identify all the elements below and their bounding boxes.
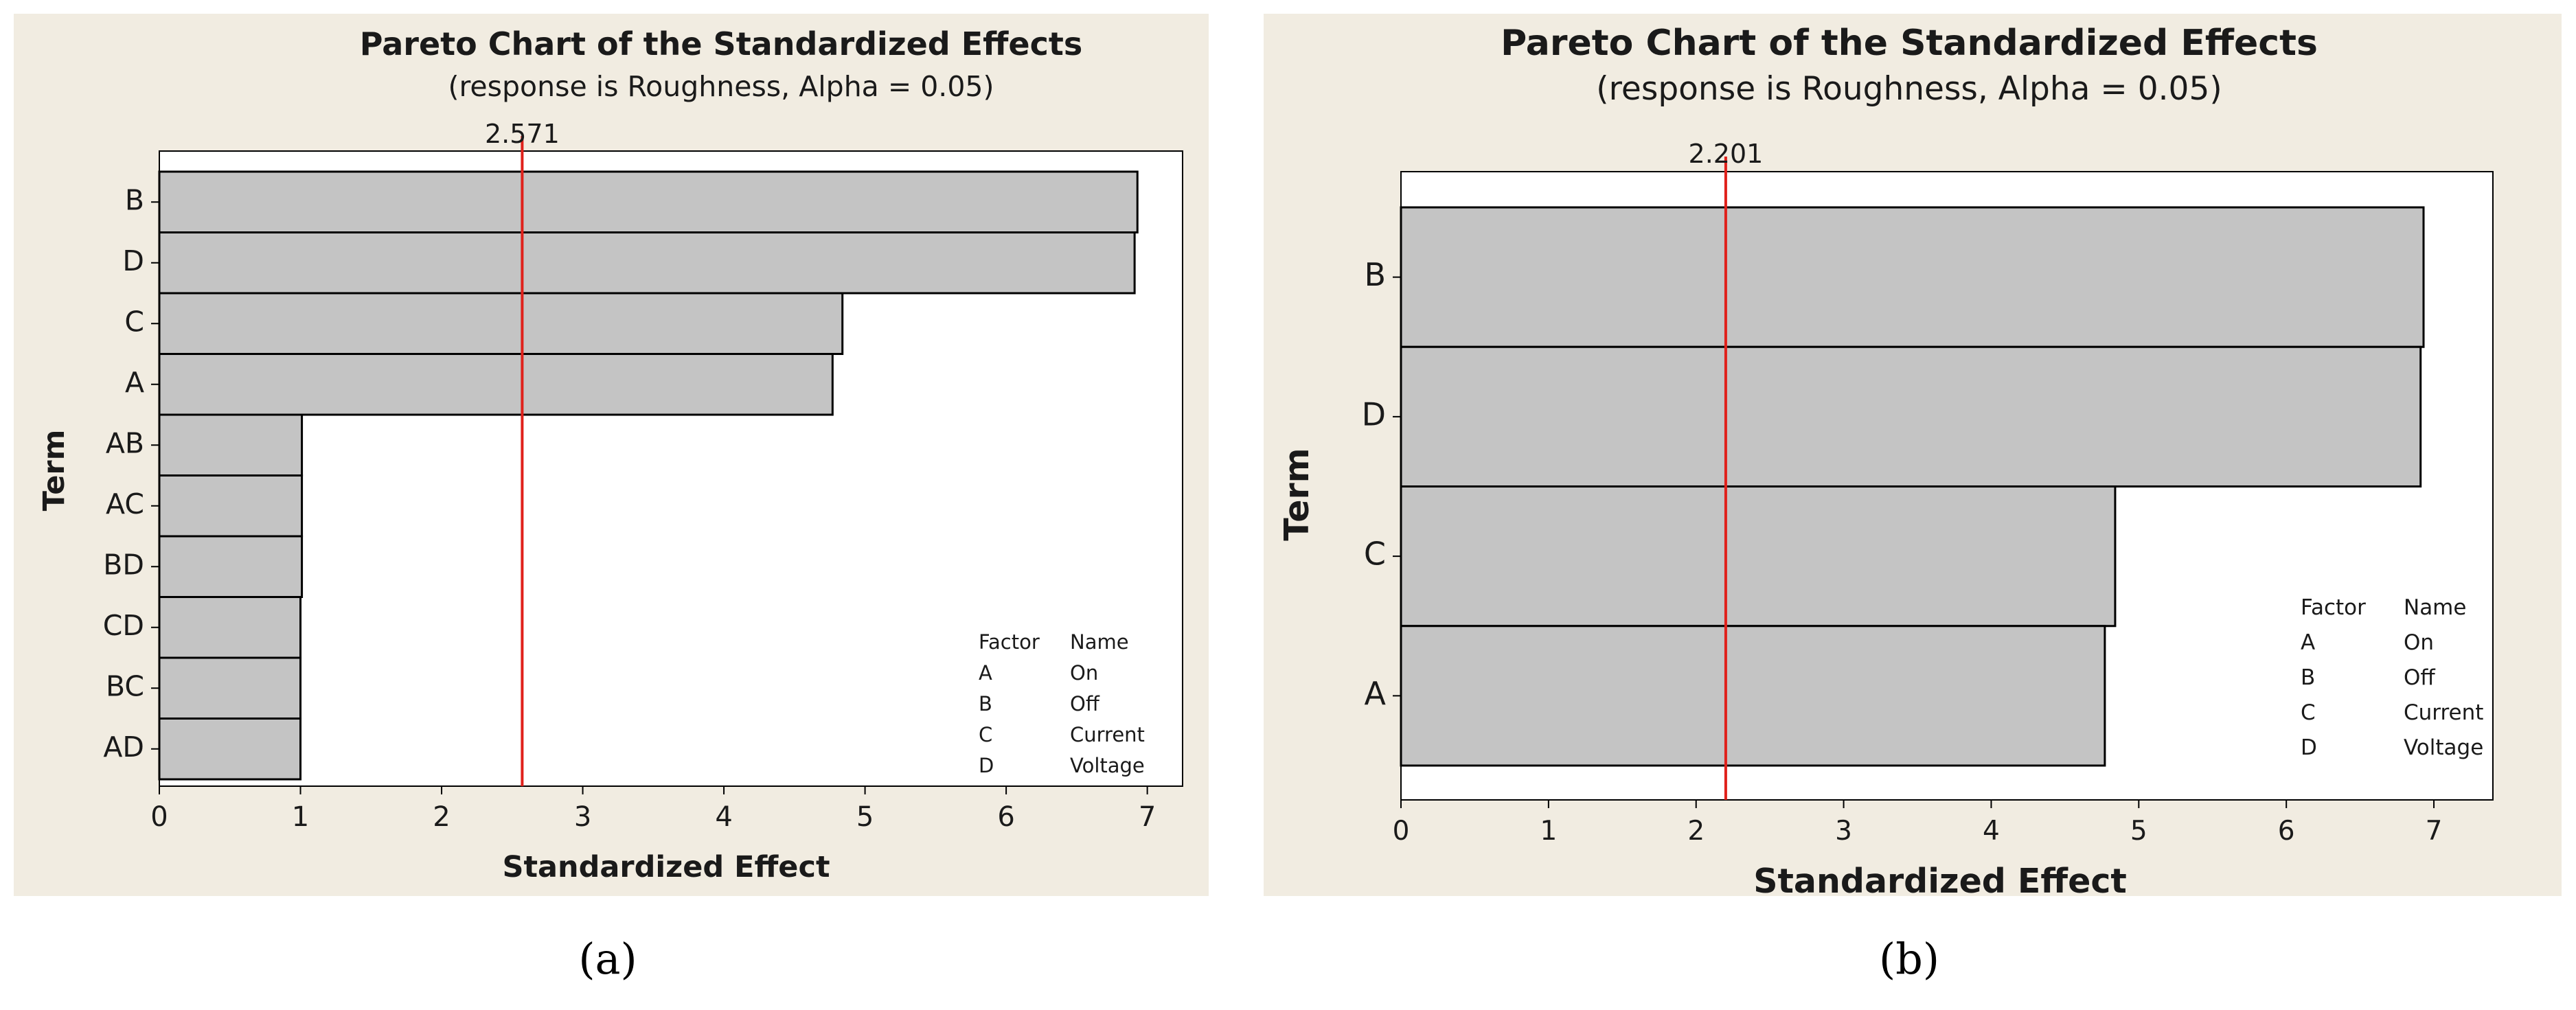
y-tick-label: AC <box>106 487 144 520</box>
y-tick-label: A <box>125 366 144 399</box>
legend-name: On <box>1070 661 1098 685</box>
y-tick-label: AB <box>106 426 144 459</box>
legend-header-name: Name <box>1070 630 1129 654</box>
panel-caption: (a) <box>578 934 637 984</box>
legend-header-factor: Factor <box>2301 595 2366 620</box>
chart-subtitle: (response is Roughness, Alpha = 0.05) <box>448 70 994 103</box>
factor-legend: Factor Name A On B Off C Current D Voltage <box>2301 595 2483 760</box>
bar-b <box>1400 206 2425 348</box>
legend-header-factor: Factor <box>979 630 1040 654</box>
y-tick-label: D <box>122 244 144 277</box>
bar-ad <box>158 718 302 781</box>
x-tick-label: 5 <box>2130 816 2147 847</box>
legend-factor: C <box>979 723 992 746</box>
bar-b <box>158 170 1139 233</box>
bar-c <box>1400 485 2117 628</box>
legend-factor: A <box>979 661 992 685</box>
reference-line-label: 2.571 <box>485 119 560 149</box>
x-axis-label: Standardized Effect <box>502 850 830 884</box>
bar-c <box>158 292 844 355</box>
bar-d <box>1400 345 2422 487</box>
chart-panel-a: Pareto Chart of the Standardized Effects… <box>14 14 1209 896</box>
legend-name: Off <box>2404 665 2435 690</box>
bar-a <box>1400 625 2106 767</box>
legend-factor: A <box>2301 630 2315 655</box>
legend-factor: D <box>979 754 994 777</box>
x-tick-label: 7 <box>2426 816 2443 847</box>
bar-d <box>158 231 1136 295</box>
x-tick-label: 6 <box>997 801 1014 833</box>
reference-line-label: 2.201 <box>1689 139 1764 169</box>
x-tick-label: 1 <box>1540 816 1557 847</box>
legend-factor: D <box>2301 735 2317 760</box>
bar-bd <box>158 535 304 598</box>
y-tick-label: B <box>125 183 144 216</box>
x-tick-label: 0 <box>150 801 168 833</box>
legend-factor: B <box>979 692 992 715</box>
bar-a <box>158 353 834 416</box>
x-tick-label: 1 <box>292 801 309 833</box>
y-axis-label: Term <box>1277 448 1317 540</box>
legend-factor: B <box>2301 665 2315 690</box>
x-tick-label: 2 <box>1687 816 1705 847</box>
legend-name: Current <box>1070 723 1145 746</box>
x-tick-label: 3 <box>574 801 591 833</box>
chart-title: Pareto Chart of the Standardized Effects <box>360 25 1083 62</box>
legend-name: On <box>2404 630 2434 655</box>
bar-cd <box>158 596 302 659</box>
y-tick-label: BC <box>106 669 144 702</box>
y-tick-label: AD <box>103 731 144 764</box>
legend-name: Voltage <box>1070 754 1145 777</box>
x-tick-label: 5 <box>856 801 874 833</box>
y-tick-label: CD <box>103 609 144 642</box>
y-tick-label: BD <box>103 548 144 581</box>
chart-title: Pareto Chart of the Standardized Effects <box>1501 23 2318 64</box>
y-axis-label: Term <box>37 430 71 512</box>
x-tick-label: 2 <box>433 801 450 833</box>
bar-bc <box>158 656 302 720</box>
legend-factor: C <box>2301 700 2316 725</box>
x-axis-label: Standardized Effect <box>1753 862 2127 901</box>
y-tick-label: B <box>1364 256 1386 293</box>
legend-header-name: Name <box>2404 595 2466 620</box>
bar-ac <box>158 474 304 538</box>
bar-ab <box>158 413 304 477</box>
legend-name: Voltage <box>2404 735 2483 760</box>
factor-legend: Factor Name A On B Off C Current D Voltage <box>979 630 1145 777</box>
x-tick-label: 0 <box>1393 816 1410 847</box>
panel-caption: (b) <box>1879 934 1939 984</box>
legend-name: Off <box>1070 692 1100 715</box>
chart-panel-b: Pareto Chart of the Standardized Effects… <box>1264 14 2562 901</box>
y-tick-label: C <box>1364 536 1386 573</box>
x-tick-label: 3 <box>1835 816 1852 847</box>
y-tick-label: A <box>1365 675 1387 712</box>
legend-name: Current <box>2404 700 2483 725</box>
x-tick-label: 7 <box>1139 801 1156 833</box>
x-tick-label: 4 <box>1983 816 2000 847</box>
y-tick-label: C <box>124 305 144 338</box>
chart-subtitle: (response is Roughness, Alpha = 0.05) <box>1596 70 2222 108</box>
x-tick-label: 4 <box>715 801 732 833</box>
y-tick-label: D <box>1362 395 1386 433</box>
x-tick-label: 6 <box>2278 816 2295 847</box>
